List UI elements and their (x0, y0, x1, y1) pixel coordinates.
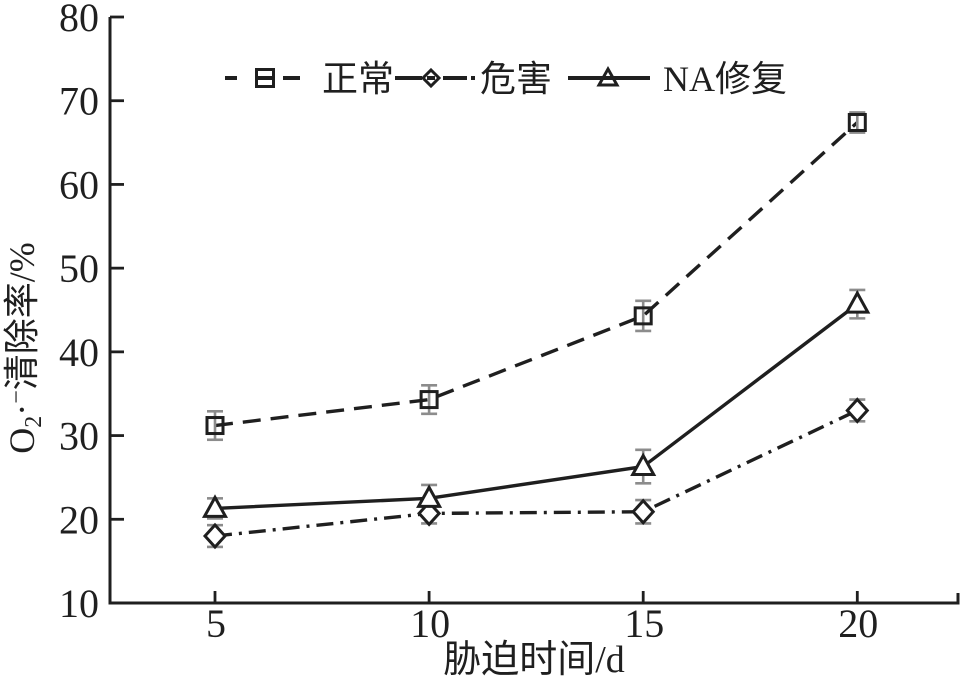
x-axis-tick-label: 10 (410, 601, 450, 646)
y-title-rest: 清除率/% (2, 242, 42, 390)
marker-harm (631, 498, 656, 525)
series-normal-line (214, 121, 859, 428)
y-axis-title: O2·−清除率/% (2, 242, 47, 454)
marker-normal (847, 112, 867, 132)
marker-harm (202, 522, 228, 550)
marker-na-repair (201, 494, 229, 518)
marker-harm (845, 397, 870, 424)
y-axis-tick-label: 40 (59, 330, 99, 375)
y-title-superscript: − (4, 390, 30, 404)
marker-normal (419, 390, 439, 410)
y-axis-tick-label: 20 (59, 497, 99, 542)
y-axis-tick-label: 50 (59, 246, 99, 291)
x-axis-tick-label: 5 (206, 601, 226, 646)
series-harm-line (214, 408, 859, 538)
series-markers (201, 112, 871, 550)
x-axis-title: 胁迫时间/d (443, 639, 625, 681)
legend-harm-marker-diamond-icon (420, 67, 442, 89)
x-axis-tick-label: 15 (624, 601, 664, 646)
y-title-radical-dot: · (2, 404, 42, 416)
series-lines (214, 121, 859, 538)
x-axis-tick-label: 20 (838, 601, 878, 646)
y-title-subscript: 2 (21, 416, 47, 428)
marker-na-repair (630, 452, 657, 477)
axes: 10 20 30 40 50 60 70 80 5 10 15 20 (59, 0, 960, 646)
axis-frame (108, 17, 960, 605)
plot-area: 10 20 30 40 50 60 70 80 5 10 15 20 (59, 0, 960, 646)
marker-normal (205, 416, 225, 436)
legend-label-normal: 正常 (322, 59, 394, 99)
legend-label-harm: 危害 (480, 59, 552, 99)
marker-na-repair (844, 290, 871, 314)
y-axis-tick-label: 10 (59, 581, 99, 626)
marker-harm (417, 500, 442, 527)
legend-glyphs (225, 65, 650, 89)
marker-normal (633, 306, 653, 326)
legend-na-repair-marker-triangle-icon (596, 65, 620, 87)
y-title-base: O (2, 428, 42, 454)
legend-label-na-repair: NA修复 (663, 59, 787, 99)
legend: 正常 危害 NA修复 (225, 59, 787, 99)
y-axis-tick-label: 30 (59, 414, 99, 459)
y-axis-tick-label: 80 (59, 0, 99, 40)
legend-normal-marker-square-icon (255, 68, 275, 88)
series-na-repair-line (214, 302, 859, 511)
marker-na-repair (416, 484, 443, 508)
error-bar-normal (635, 299, 652, 333)
y-axis-tick-label: 70 (59, 79, 99, 124)
y-axis-tick-label: 60 (59, 162, 99, 207)
